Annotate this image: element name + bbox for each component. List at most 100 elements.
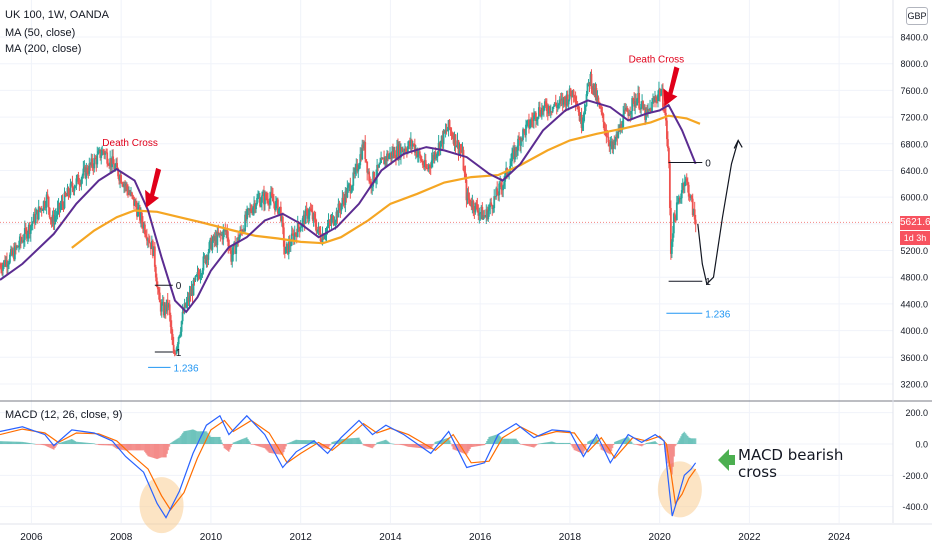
- candle-body: [335, 211, 338, 222]
- candle-body: [140, 212, 142, 221]
- macd-histogram-bar: [274, 444, 276, 454]
- macd-histogram-bar: [73, 440, 75, 444]
- candle-body: [575, 103, 578, 105]
- candle-body: [251, 211, 253, 214]
- macd-histogram-bar: [547, 442, 550, 444]
- macd-histogram-bar: [566, 442, 569, 444]
- macd-histogram-bar: [643, 444, 645, 445]
- candle-body: [459, 148, 462, 151]
- macd-histogram-bar: [292, 441, 294, 444]
- symbol-legend[interactable]: UK 100, 1W, OANDA: [5, 9, 109, 21]
- macd-histogram-bar: [256, 444, 258, 446]
- candle-body: [273, 201, 275, 204]
- macd-histogram-bar: [12, 441, 15, 444]
- macd-histogram-bar: [364, 444, 367, 447]
- macd-histogram-bar: [204, 431, 207, 444]
- macd-histogram-bar: [150, 444, 153, 458]
- candle-body: [265, 193, 267, 199]
- candle-body: [368, 171, 371, 182]
- macd-histogram-bar: [571, 444, 573, 447]
- macd-histogram-bar: [219, 436, 221, 444]
- candle-body: [684, 178, 687, 182]
- candle-body: [371, 186, 374, 188]
- candle-body: [406, 146, 409, 153]
- macd-histogram-bar: [354, 437, 357, 444]
- candle-body: [559, 99, 562, 101]
- macd-histogram-bar: [94, 443, 97, 445]
- candle-body: [689, 195, 692, 198]
- candle-body: [216, 232, 219, 246]
- macd-histogram-bar: [437, 440, 440, 444]
- macd-histogram-bar: [194, 430, 197, 444]
- candle-body: [418, 151, 421, 156]
- candle-body: [666, 139, 669, 148]
- macd-histogram-bar: [277, 444, 280, 455]
- ma200-legend[interactable]: MA (200, close): [5, 43, 82, 55]
- macd-histogram-bar: [431, 444, 433, 448]
- candle-body: [373, 171, 376, 182]
- macd-histogram-bar: [440, 440, 442, 444]
- candle-body: [232, 245, 235, 255]
- candle-body: [603, 122, 606, 131]
- macd-histogram-bar: [191, 429, 193, 444]
- candle-body: [365, 159, 368, 162]
- macd-histogram-bar: [57, 443, 60, 444]
- candle-body: [143, 224, 145, 229]
- candle-body: [453, 134, 456, 144]
- macd-histogram-bar: [168, 444, 171, 447]
- ma50-legend[interactable]: MA (50, close): [5, 27, 76, 39]
- candle-body: [169, 315, 172, 327]
- candle-body: [160, 303, 163, 312]
- macd-histogram-bar: [475, 444, 478, 447]
- candle-body: [137, 208, 139, 217]
- candle-body: [378, 164, 381, 168]
- macd-histogram-bar: [59, 442, 62, 444]
- candle-body: [308, 208, 311, 216]
- candle-body: [433, 152, 436, 160]
- candle-body: [172, 344, 175, 354]
- macd-histogram-bar: [158, 444, 161, 459]
- macd-legend[interactable]: MACD (12, 26, close, 9): [5, 409, 123, 421]
- candle-body: [119, 175, 121, 181]
- candle-body: [134, 201, 136, 206]
- candle-body: [62, 204, 65, 209]
- candle-body: [11, 249, 13, 255]
- macd-histogram-bar: [156, 444, 158, 460]
- macd-histogram-bar: [376, 442, 378, 444]
- candle-body: [55, 215, 58, 217]
- macd-axis-label: 200.0: [905, 408, 928, 418]
- macd-histogram-bar: [92, 443, 94, 444]
- candle-body: [221, 234, 224, 240]
- currency-badge[interactable]: GBP: [906, 7, 928, 25]
- candle-body: [138, 207, 140, 209]
- macd-histogram-bar: [645, 443, 647, 444]
- macd-histogram-bar: [31, 443, 34, 445]
- candle-body: [202, 256, 205, 271]
- candle-body: [443, 130, 446, 133]
- candle-body: [345, 191, 348, 198]
- candle-body: [630, 111, 633, 115]
- macd-histogram-bar: [295, 439, 297, 444]
- time-axis-label: 2014: [379, 532, 402, 543]
- macd-histogram-bar: [48, 444, 51, 448]
- candle-body: [633, 98, 636, 107]
- macd-histogram-bar: [313, 440, 315, 444]
- macd-histogram-bar: [90, 443, 92, 444]
- candle-body: [570, 94, 573, 98]
- macd-histogram-bar: [164, 444, 166, 458]
- candle-body: [511, 152, 513, 162]
- candle-body: [532, 120, 534, 122]
- candle-body: [238, 236, 241, 243]
- candle-body: [460, 150, 463, 153]
- macd-histogram-bar: [205, 431, 208, 444]
- macd-histogram-bar: [592, 438, 595, 444]
- macd-histogram-bar: [27, 442, 29, 444]
- macd-histogram-bar: [483, 444, 486, 446]
- candle-body: [641, 101, 643, 104]
- projection-arrowhead: [733, 139, 743, 149]
- candle-body: [683, 181, 686, 187]
- candle-body: [147, 239, 150, 243]
- macd-histogram-bar: [142, 444, 145, 451]
